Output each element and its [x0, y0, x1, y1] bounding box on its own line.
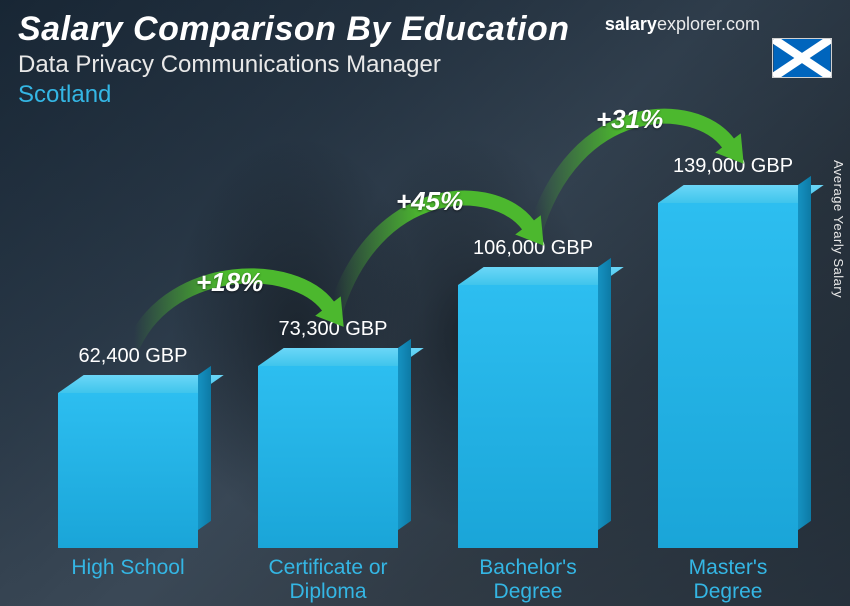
bar-front: [258, 366, 398, 548]
bar-side-face: [598, 258, 611, 530]
bar: 139,000 GBPMaster'sDegree: [658, 203, 798, 548]
bar: 62,400 GBPHigh School: [58, 393, 198, 548]
bar-value-label: 139,000 GBP: [653, 155, 813, 178]
bar-side-face: [198, 366, 211, 530]
bar-front: [458, 285, 598, 548]
brand-light: explorer: [657, 14, 721, 34]
bar-category-label: High School: [38, 556, 218, 580]
bar: 73,300 GBPCertificate orDiploma: [258, 366, 398, 548]
bar-side-face: [398, 339, 411, 530]
bar-category-label: Bachelor'sDegree: [438, 556, 618, 604]
bar-value-label: 73,300 GBP: [253, 318, 413, 341]
page-subtitle: Data Privacy Communications Manager: [18, 51, 832, 79]
brand-bold: salary: [605, 14, 657, 34]
bar: 106,000 GBPBachelor'sDegree: [458, 285, 598, 548]
increase-percent-label: +45%: [396, 186, 463, 217]
increase-percent-label: +18%: [196, 267, 263, 298]
bar-category-label: Certificate orDiploma: [238, 556, 418, 604]
bar-value-label: 106,000 GBP: [453, 237, 613, 260]
scotland-flag-icon: [772, 38, 832, 78]
brand-logo: salaryexplorer.com: [605, 14, 760, 35]
bar-category-label: Master'sDegree: [638, 556, 818, 604]
increase-percent-label: +31%: [596, 104, 663, 135]
bar-value-label: 62,400 GBP: [53, 345, 213, 368]
bar-front: [658, 203, 798, 548]
salary-bar-chart: 62,400 GBPHigh School73,300 GBPCertifica…: [0, 86, 850, 606]
bar-front: [58, 393, 198, 548]
bar-side-face: [798, 176, 811, 530]
brand-ext: .com: [721, 14, 760, 34]
